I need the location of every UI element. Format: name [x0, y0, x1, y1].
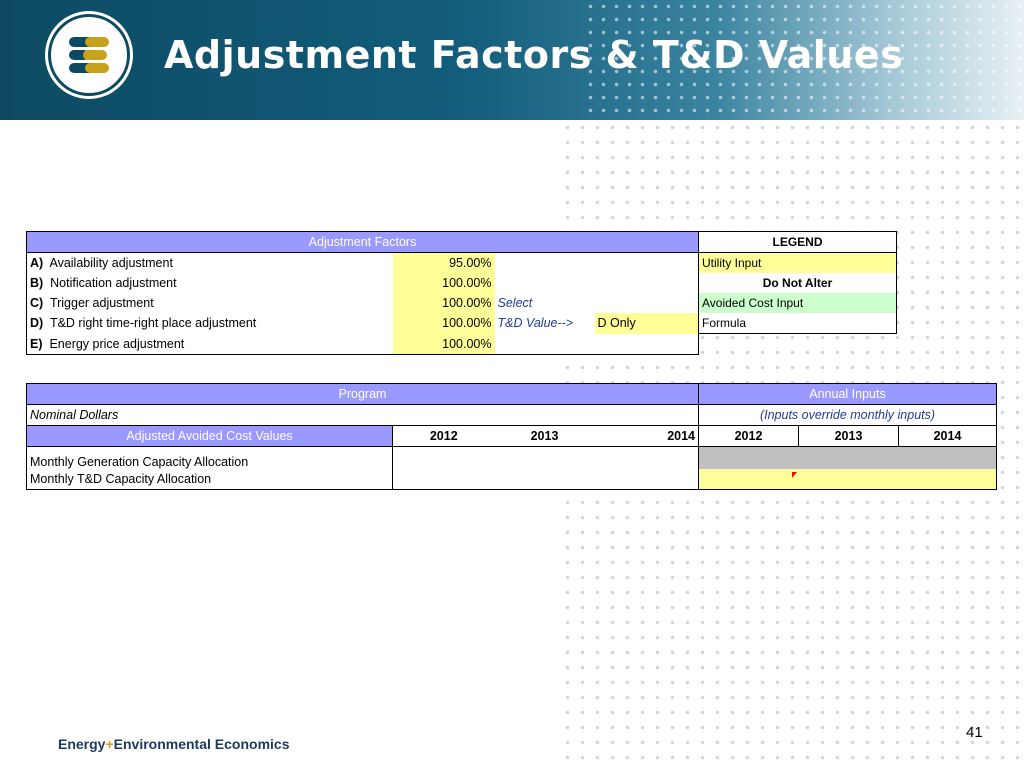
- adjustment-factors-sheet: Adjustment Factors LEGEND A) Availabilit…: [26, 231, 897, 355]
- company-name-part: Environmental Economics: [113, 736, 290, 752]
- e3-logo-icon: [48, 14, 130, 96]
- legend-avoided-cost-input: Avoided Cost Input: [698, 293, 897, 313]
- company-name-part: Energy: [58, 736, 106, 752]
- energy-price-value[interactable]: 100.00%: [392, 333, 495, 355]
- annual-year-header: 2013: [798, 425, 899, 447]
- row-label: Monthly Generation Capacity Allocation: [26, 446, 393, 469]
- row-letter: D): [30, 316, 44, 331]
- override-note: (Inputs override monthly inputs): [698, 404, 997, 426]
- annual-input-cell[interactable]: [798, 469, 899, 490]
- table-row: C) Trigger adjustment 100.00% Select Avo…: [26, 293, 897, 313]
- table-row: A) Availability adjustment 95.00% Utilit…: [26, 252, 897, 273]
- legend-do-not-alter: Do Not Alter: [698, 273, 897, 293]
- row-label: Trigger adjustment: [49, 296, 154, 310]
- program-sheet: Program Annual Inputs Nominal Dollars (I…: [26, 383, 997, 490]
- annual-input-cell[interactable]: [798, 446, 899, 469]
- adjustment-factors-table: Adjustment Factors LEGEND A) Availabilit…: [26, 231, 897, 355]
- row-label: Notification adjustment: [50, 276, 177, 290]
- annual-input-cell[interactable]: [898, 469, 997, 490]
- row-letter: B): [30, 276, 44, 290]
- comment-indicator-icon[interactable]: [792, 472, 797, 478]
- year-header: 2013: [494, 425, 595, 447]
- annual-input-cell[interactable]: [698, 469, 799, 490]
- plus-mark: +: [105, 736, 114, 752]
- legend-title: LEGEND: [698, 231, 897, 253]
- year-header: 2014: [594, 425, 699, 447]
- annual-input-cell[interactable]: [898, 446, 997, 469]
- program-header: Program: [26, 383, 699, 405]
- header-dot-pattern: [584, 0, 1024, 120]
- row-letter: C): [30, 296, 44, 310]
- d-only-dropdown[interactable]: D Only: [594, 313, 699, 334]
- program-table: Program Annual Inputs Nominal Dollars (I…: [26, 383, 997, 490]
- table-row: D) T&D right time-right place adjustment…: [26, 313, 897, 334]
- row-label: Availability adjustment: [49, 256, 173, 270]
- td-right-time-value[interactable]: 100.00%: [392, 313, 495, 334]
- row-label: Monthly T&D Capacity Allocation: [26, 469, 393, 490]
- company-logo: Energy+Environmental Economics: [58, 736, 289, 752]
- legend-utility-input: Utility Input: [698, 252, 897, 273]
- table-row: B) Notification adjustment 100.00% Do No…: [26, 273, 897, 293]
- page-number: 41: [966, 724, 983, 741]
- slide-header: Adjustment Factors & T&D Values: [0, 0, 1024, 120]
- annual-year-header: 2014: [898, 425, 997, 447]
- adjusted-values-header: Adjusted Avoided Cost Values: [26, 425, 393, 447]
- notification-value[interactable]: 100.00%: [392, 273, 495, 293]
- td-value-note: T&D Value-->: [494, 313, 595, 334]
- nominal-dollars-label: Nominal Dollars: [26, 404, 699, 426]
- legend-formula: Formula: [698, 313, 897, 334]
- row-letter: E): [30, 336, 43, 351]
- trigger-value[interactable]: 100.00%: [392, 293, 495, 313]
- table-row: Monthly T&D Capacity Allocation: [26, 469, 997, 490]
- availability-value[interactable]: 95.00%: [392, 252, 495, 273]
- adjustment-factors-header: Adjustment Factors: [26, 231, 699, 253]
- select-note: Select: [494, 293, 595, 313]
- row-label: Energy price adjustment: [49, 336, 185, 351]
- row-letter: A): [30, 256, 44, 270]
- annual-year-header: 2012: [698, 425, 799, 447]
- row-label: T&D right time-right place adjustment: [49, 316, 257, 331]
- table-row: Monthly Generation Capacity Allocation: [26, 446, 997, 469]
- annual-input-cell[interactable]: [698, 446, 799, 469]
- slide-title: Adjustment Factors & T&D Values: [164, 33, 904, 77]
- annual-inputs-header: Annual Inputs: [698, 383, 997, 405]
- table-row: E) Energy price adjustment 100.00%: [26, 333, 897, 355]
- year-header: 2012: [392, 425, 495, 447]
